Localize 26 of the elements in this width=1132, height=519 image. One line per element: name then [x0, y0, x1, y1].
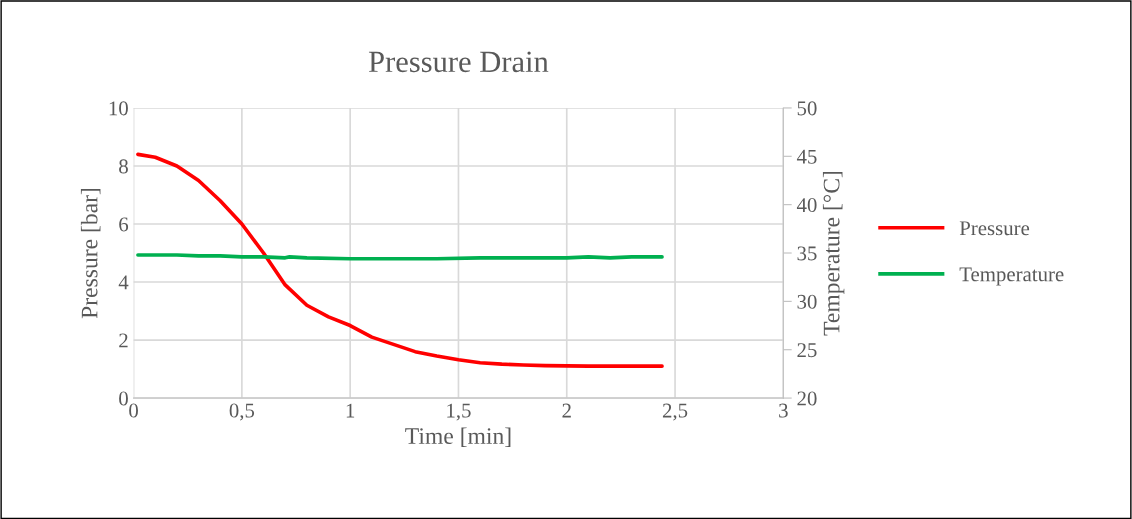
x-tick-label: 1: [346, 403, 355, 418]
y-axis-title: Pressure [bar]: [80, 188, 101, 319]
y-tick-label: 6: [119, 217, 129, 232]
x-axis-title: Time [min]: [405, 427, 511, 447]
y2-tick-label: 25: [797, 343, 817, 358]
legend-label: Pressure: [959, 221, 1030, 236]
x-tick-label: 2,5: [662, 403, 688, 421]
y-tick-label: 10: [109, 101, 128, 116]
y2-tick-label: 30: [797, 294, 817, 309]
y2-tick-label: 50: [797, 101, 817, 116]
y2-tick-label: 40: [796, 198, 817, 213]
y2-tick-label: 35: [797, 246, 817, 261]
x-tick-label: 2: [562, 403, 571, 418]
chart-title: Pressure Drain: [368, 51, 549, 73]
y-tick-label: 4: [118, 275, 129, 290]
x-tick-label: 1,5: [447, 403, 471, 421]
x-tick-label: 3: [779, 403, 788, 418]
y2-axis-title: Temperature [°C]: [822, 171, 845, 336]
y-tick-label: 2: [119, 333, 128, 348]
legend-label: Temperature: [959, 267, 1064, 286]
line-series: [136, 152, 664, 368]
y-tick-label: 8: [119, 159, 128, 174]
y-tick-label: 0: [119, 391, 128, 406]
x-tick-label: 0,5: [229, 403, 255, 421]
y2-tick-label: 45: [796, 149, 817, 164]
y2-tick-label: 20: [797, 391, 817, 406]
